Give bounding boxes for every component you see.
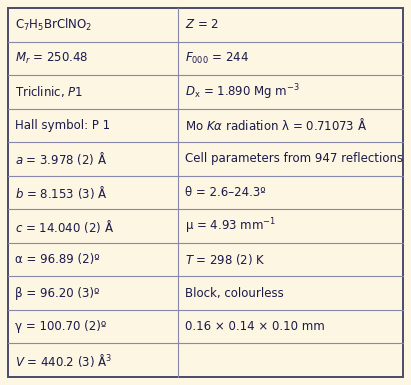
Text: Cell parameters from 947 reflections: Cell parameters from 947 reflections <box>185 152 403 166</box>
Text: Mo $K\alpha$ radiation λ = 0.71073 Å: Mo $K\alpha$ radiation λ = 0.71073 Å <box>185 117 367 134</box>
Text: $D_\mathrm{x}$ = 1.890 Mg m$^{-3}$: $D_\mathrm{x}$ = 1.890 Mg m$^{-3}$ <box>185 82 300 102</box>
Text: γ = 100.70 (2)º: γ = 100.70 (2)º <box>15 320 106 333</box>
Text: $M_r$ = 250.48: $M_r$ = 250.48 <box>15 51 88 66</box>
Text: Block, colourless: Block, colourless <box>185 287 284 300</box>
Text: $b$ = 8.153 (3) Å: $b$ = 8.153 (3) Å <box>15 184 108 201</box>
Text: μ = 4.93 mm$^{-1}$: μ = 4.93 mm$^{-1}$ <box>185 216 276 236</box>
Text: $Z$ = 2: $Z$ = 2 <box>185 18 219 31</box>
Text: Triclinic, $P$1: Triclinic, $P$1 <box>15 84 83 99</box>
Text: $T$ = 298 (2) K: $T$ = 298 (2) K <box>185 252 266 267</box>
Text: $V$ = 440.2 (3) Å$^3$: $V$ = 440.2 (3) Å$^3$ <box>15 352 112 369</box>
Text: $a$ = 3.978 (2) Å: $a$ = 3.978 (2) Å <box>15 151 107 167</box>
Text: α = 96.89 (2)º: α = 96.89 (2)º <box>15 253 99 266</box>
Text: β = 96.20 (3)º: β = 96.20 (3)º <box>15 287 99 300</box>
Text: $c$ = 14.040 (2) Å: $c$ = 14.040 (2) Å <box>15 218 114 234</box>
Text: $F_{000}$ = 244: $F_{000}$ = 244 <box>185 51 249 66</box>
Text: θ = 2.6–24.3º: θ = 2.6–24.3º <box>185 186 266 199</box>
Text: 0.16 × 0.14 × 0.10 mm: 0.16 × 0.14 × 0.10 mm <box>185 320 325 333</box>
Text: C$_7$H$_5$BrClNO$_2$: C$_7$H$_5$BrClNO$_2$ <box>15 17 92 33</box>
Text: Hall symbol: P 1: Hall symbol: P 1 <box>15 119 110 132</box>
